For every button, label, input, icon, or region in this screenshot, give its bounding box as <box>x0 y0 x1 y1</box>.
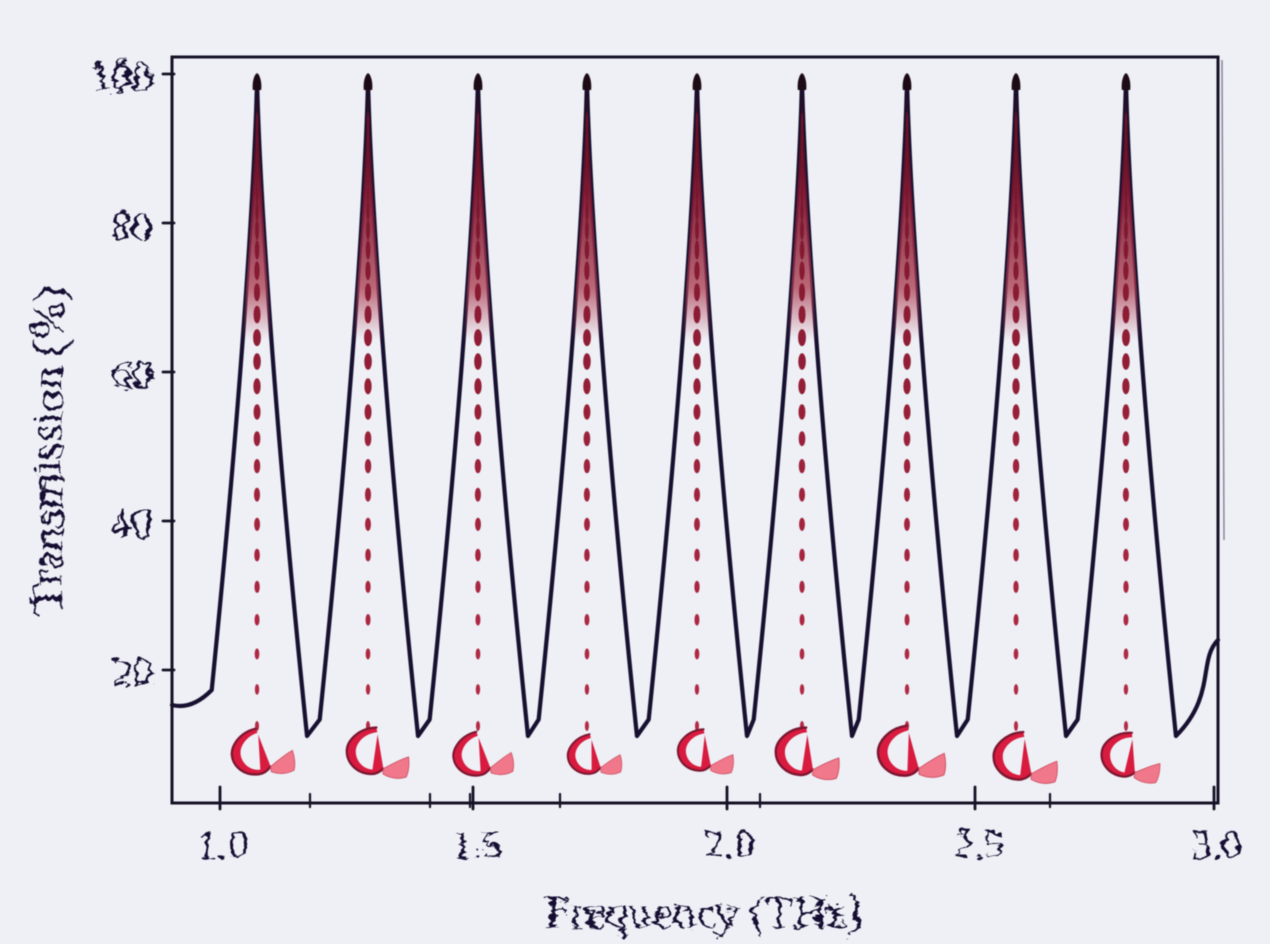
svg-text:2.5: 2.5 <box>950 819 1000 864</box>
svg-text:80: 80 <box>108 201 150 247</box>
svg-text:2.0: 2.0 <box>702 819 752 864</box>
svg-text:20: 20 <box>108 648 150 694</box>
svg-text:3.0: 3.0 <box>1189 819 1239 864</box>
svg-text:60: 60 <box>108 350 150 396</box>
svg-text:Frequency (THz): Frequency (THz) <box>541 883 859 934</box>
svg-text:1.0: 1.0 <box>195 819 245 864</box>
svg-text:100: 100 <box>87 52 150 98</box>
svg-text:40: 40 <box>108 499 150 545</box>
svg-text:1.5: 1.5 <box>448 819 498 864</box>
svg-text:Transmission (%): Transmission (%) <box>19 289 70 616</box>
